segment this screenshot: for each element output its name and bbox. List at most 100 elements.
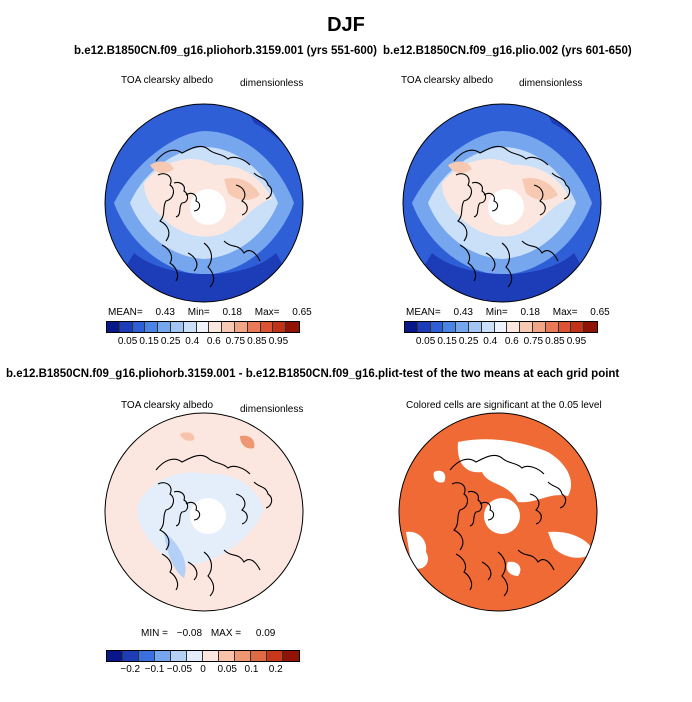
panel-3-min-label: MIN = xyxy=(141,628,168,639)
colorbar-tick-label: 0.6 xyxy=(504,336,519,347)
colorbar-tick-label: 0.1 xyxy=(244,664,259,675)
colorbar-tick-label: 0.4 xyxy=(185,336,200,347)
coastline xyxy=(497,551,509,597)
colorbar-swatch xyxy=(203,651,219,661)
colorbar-swatch xyxy=(520,322,533,332)
colorbar-swatch xyxy=(155,651,171,661)
coastline xyxy=(517,549,555,571)
coastline xyxy=(521,240,559,262)
panel-1-min-label: Min= xyxy=(187,307,210,318)
panel-2-mean-value: 0.43 xyxy=(453,307,473,318)
colorbar-swatch xyxy=(209,322,223,332)
colorbar-swatch xyxy=(235,651,251,661)
map-border xyxy=(398,412,598,612)
panel-1-stats: MEAN= 0.43 Min= 0.18 Max= 0.65 xyxy=(108,307,312,318)
colorbar-swatch xyxy=(183,322,197,332)
map-field-patch xyxy=(224,177,260,201)
colorbar-swatch xyxy=(247,322,261,332)
colorbar-swatch xyxy=(532,322,546,332)
panel-1-max-label: Max= xyxy=(254,307,280,318)
panel-4-title: t-test of the two means at each grid poi… xyxy=(395,368,620,380)
coastline xyxy=(155,145,251,166)
panel-4-polar-map xyxy=(398,412,598,612)
colorbar-tick-label: 0.95 xyxy=(566,336,587,347)
colorbar-swatch xyxy=(405,322,418,332)
coastline xyxy=(451,482,469,551)
panel-1-title: b.e12.B1850CN.f09_g16.pliohorb.3159.001 … xyxy=(74,45,377,57)
coastline xyxy=(161,553,179,591)
coastline xyxy=(157,173,175,242)
panel-2-units-label: dimensionless xyxy=(519,78,583,89)
coastline xyxy=(551,172,571,200)
panel-2-colorbar xyxy=(404,321,598,333)
colorbar-tick-label: 0.85 xyxy=(247,336,267,347)
coastline xyxy=(203,551,215,597)
colorbar-swatch xyxy=(584,322,597,332)
panel-2-title: b.e12.B1850CN.f09_g16.plio.002 (yrs 601-… xyxy=(383,45,632,57)
colorbar-swatch xyxy=(545,322,559,332)
colorbar-swatch xyxy=(123,651,139,661)
colorbar-swatch xyxy=(170,322,184,332)
coastline xyxy=(467,490,483,527)
panel-2-polar-map xyxy=(402,103,602,303)
colorbar-swatch xyxy=(571,322,585,332)
map-field-nonsignificant xyxy=(457,439,572,503)
coastline xyxy=(481,561,492,581)
colorbar-tick-label: −0.2 xyxy=(120,664,141,675)
panel-2-max-value: 0.65 xyxy=(590,307,610,318)
panel-3-variable-label: TOA clearsky albedo xyxy=(121,400,214,411)
panel-1-max-value: 0.65 xyxy=(292,307,312,318)
coastline xyxy=(173,181,189,218)
coastline xyxy=(455,173,473,242)
panel-3-polar-map xyxy=(104,412,304,612)
panel-1-units-label: dimensionless xyxy=(240,78,304,89)
panel-2-colorbar-labels: 0.05 0.15 0.25 0.4 0.6 0.75 0.85 0.95 xyxy=(404,336,598,348)
colorbar-swatch xyxy=(507,322,521,332)
coastline xyxy=(455,553,473,591)
colorbar-swatch xyxy=(158,322,171,332)
colorbar-tick-label: 0.4 xyxy=(483,336,498,347)
panel-2-min-label: Min= xyxy=(485,307,508,318)
colorbar-swatch xyxy=(251,651,267,661)
pole-missing-data xyxy=(484,498,520,534)
panel-3-title: b.e12.B1850CN.f09_g16.pliohorb.3159.001 … xyxy=(6,368,421,380)
colorbar-swatch xyxy=(187,651,203,661)
colorbar-swatch xyxy=(171,651,187,661)
coastline xyxy=(453,145,549,166)
colorbar-swatch xyxy=(430,322,444,332)
coastline xyxy=(479,501,495,521)
colorbar-swatch xyxy=(107,322,120,332)
coastline xyxy=(449,454,545,475)
map-field-patch xyxy=(522,177,558,201)
map-field-nonsignificant xyxy=(506,561,521,576)
coastline xyxy=(253,172,273,200)
coastline xyxy=(155,454,251,475)
panel-4-note: Colored cells are significant at the 0.0… xyxy=(406,400,602,411)
map-field-patch xyxy=(150,161,174,174)
panel-2-min-value: 0.18 xyxy=(520,307,540,318)
coastline xyxy=(185,501,201,521)
panel-3-max-label: MAX = xyxy=(210,628,242,639)
colorbar-swatch xyxy=(267,651,283,661)
colorbar-tick-label: 0.15 xyxy=(139,336,159,347)
panel-3-colorbar xyxy=(106,650,300,662)
panel-3-stats: MIN = −0.08 MAX = 0.09 xyxy=(141,628,275,639)
coastline xyxy=(471,181,487,218)
panel-3-units-label: dimensionless xyxy=(240,404,304,415)
coastline xyxy=(235,493,248,525)
colorbar-swatch xyxy=(417,322,431,332)
coastline xyxy=(483,192,499,212)
map-field-patch xyxy=(180,432,195,441)
panel-3-min-value: −0.08 xyxy=(176,628,203,639)
coastline xyxy=(185,192,201,212)
coastline xyxy=(203,242,215,288)
panel-3-max-value: 0.09 xyxy=(255,628,276,639)
colorbar-swatch xyxy=(119,322,133,332)
colorbar-tick-label: 0.75 xyxy=(523,336,544,347)
colorbar-swatch xyxy=(196,322,210,332)
colorbar-swatch xyxy=(494,322,508,332)
colorbar-swatch xyxy=(145,322,159,332)
colorbar-tick-label: 0.75 xyxy=(225,336,246,347)
colorbar-swatch xyxy=(558,322,572,332)
pole-missing-data xyxy=(190,189,226,225)
